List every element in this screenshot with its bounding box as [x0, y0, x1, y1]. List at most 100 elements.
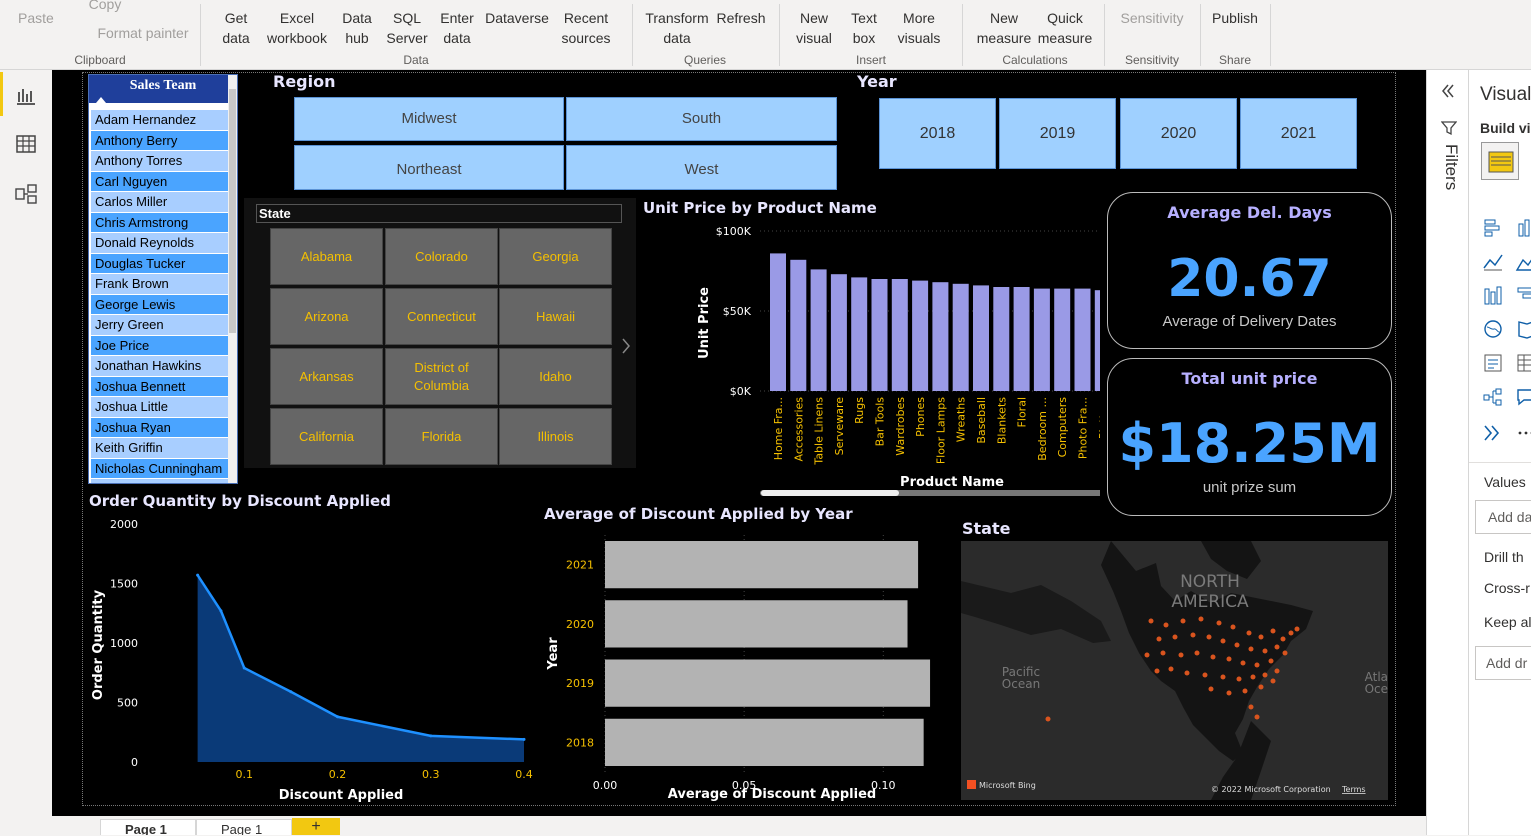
region-button-west[interactable]: West — [566, 145, 837, 190]
sales-team-item[interactable]: Anthony Torres — [91, 151, 229, 172]
ribbon-button-5[interactable]: Data hub — [334, 8, 380, 48]
state-button[interactable]: Idaho — [499, 348, 612, 405]
add-drillthrough-field[interactable]: Add dr — [1475, 646, 1531, 680]
sales-team-item[interactable]: Joshua Bennett — [91, 377, 229, 398]
collapse-chevron-icon[interactable] — [1439, 82, 1457, 100]
region-button-south[interactable]: South — [566, 97, 837, 141]
data-point[interactable] — [219, 609, 222, 612]
ribbon-button-9[interactable]: Recent sources — [552, 8, 620, 48]
map-dot[interactable] — [1217, 621, 1222, 626]
map-dot[interactable] — [1237, 677, 1242, 682]
ribbon-button-2[interactable]: Format painter — [88, 23, 198, 43]
state-button[interactable]: Colorado — [385, 228, 498, 285]
bar[interactable] — [790, 260, 806, 391]
map-dot[interactable] — [1281, 637, 1286, 642]
map-dot[interactable] — [1227, 691, 1232, 696]
bar[interactable] — [1095, 290, 1100, 391]
map-dot[interactable] — [1275, 669, 1280, 674]
chevron-right-icon[interactable] — [620, 336, 632, 356]
ribbon-button-10[interactable]: Transform data — [643, 8, 711, 48]
sales-team-item[interactable]: Joshua Little — [91, 397, 229, 418]
state-button[interactable]: Alabama — [270, 228, 383, 285]
ribbon-button-1[interactable]: Copy — [80, 0, 130, 14]
page-tab-1[interactable]: Page 1 — [100, 819, 196, 835]
map-dot[interactable] — [1249, 705, 1254, 710]
state-map[interactable]: Microsoft Bing © 2022 Microsoft Corporat… — [961, 541, 1388, 800]
map-dot[interactable] — [1295, 627, 1300, 632]
map-dot[interactable] — [1263, 673, 1268, 678]
map-dot[interactable] — [1259, 635, 1264, 640]
map-icon[interactable] — [1482, 318, 1504, 340]
data-point[interactable] — [289, 690, 292, 693]
bar[interactable] — [953, 284, 969, 391]
qa-icon[interactable] — [1515, 386, 1531, 408]
ribbon-button-17[interactable]: Sensitivity — [1116, 8, 1188, 28]
data-view-icon[interactable] — [14, 132, 38, 156]
ribbon-button-0[interactable]: Paste — [18, 8, 52, 28]
sales-team-item[interactable]: Jonathan Hawkins — [91, 356, 229, 377]
state-button[interactable]: District of Columbia — [385, 348, 498, 405]
map-dot[interactable] — [1157, 637, 1162, 642]
map-dot[interactable] — [1199, 617, 1204, 622]
data-point[interactable] — [196, 574, 199, 577]
sales-team-item[interactable]: Keith Griffin — [91, 438, 229, 459]
map-dot[interactable] — [1255, 715, 1260, 720]
sales-team-item[interactable]: Jerry Green — [91, 315, 229, 336]
bar[interactable] — [605, 660, 930, 707]
ribbon-button-18[interactable]: Publish — [1208, 8, 1262, 28]
map-dot[interactable] — [1191, 633, 1196, 638]
stacked-column-icon[interactable] — [1515, 216, 1531, 238]
more-visuals-icon[interactable] — [1515, 422, 1531, 444]
map-dot[interactable] — [1185, 671, 1190, 676]
map-dot[interactable] — [1181, 619, 1186, 624]
slicer-icon[interactable] — [1482, 352, 1504, 374]
state-button[interactable]: Arkansas — [270, 348, 383, 405]
map-dot[interactable] — [1203, 673, 1208, 678]
map-dot[interactable] — [1207, 635, 1212, 640]
scrollbar[interactable] — [228, 75, 237, 483]
line-chart-icon[interactable] — [1482, 250, 1504, 272]
add-data-field[interactable]: Add da — [1475, 500, 1531, 534]
map-dot[interactable] — [1169, 667, 1174, 672]
sales-team-item[interactable]: Carl Nguyen — [91, 172, 229, 193]
sales-team-item[interactable]: Carlos Miller — [91, 192, 229, 213]
data-point[interactable] — [336, 715, 339, 718]
sales-team-item[interactable]: Joe Price — [91, 336, 229, 357]
map-dot[interactable] — [1259, 685, 1264, 690]
ribbon-button-12[interactable]: New visual — [792, 8, 836, 48]
state-button[interactable]: Illinois — [499, 408, 612, 465]
bar[interactable] — [872, 279, 888, 391]
state-button[interactable]: Arizona — [270, 288, 383, 345]
decomposition-tree-icon[interactable] — [1482, 386, 1504, 408]
state-button[interactable]: Florida — [385, 408, 498, 465]
map-dot[interactable] — [1145, 653, 1150, 658]
state-button[interactable]: Georgia — [499, 228, 612, 285]
model-view-icon[interactable] — [14, 182, 38, 206]
ribbon-button-6[interactable]: SQL Server — [384, 8, 430, 48]
filter-icon[interactable] — [1441, 120, 1457, 136]
ribbon-button-3[interactable]: Get data — [210, 8, 262, 48]
map-dot[interactable] — [1149, 619, 1154, 624]
map-dot[interactable] — [1243, 689, 1248, 694]
waterfall-icon[interactable] — [1515, 284, 1531, 306]
bar[interactable] — [605, 541, 918, 588]
stacked-bar-icon[interactable] — [1482, 216, 1504, 238]
map-dot[interactable] — [1211, 655, 1216, 660]
sales-team-item[interactable]: Patrick Graham — [91, 479, 229, 484]
horizontal-scrollbar-thumb[interactable] — [761, 490, 899, 496]
map-dot-hawaii[interactable] — [1046, 717, 1051, 722]
ribbon-button-13[interactable]: Text box — [846, 8, 882, 48]
bar[interactable] — [1034, 289, 1050, 391]
bar[interactable] — [811, 269, 827, 391]
sales-team-item[interactable]: Douglas Tucker — [91, 254, 229, 275]
map-dot[interactable] — [1263, 649, 1268, 654]
map-dot[interactable] — [1155, 669, 1160, 674]
sales-team-item[interactable]: Nicholas Cunningham — [91, 459, 229, 480]
ribbon-button-11[interactable]: Refresh — [714, 8, 768, 28]
data-point[interactable] — [429, 734, 432, 737]
data-point[interactable] — [523, 738, 526, 741]
map-dot[interactable] — [1241, 661, 1246, 666]
map-dot[interactable] — [1227, 657, 1232, 662]
bar[interactable] — [605, 719, 924, 766]
filters-pane-label[interactable]: Filters — [1435, 144, 1461, 214]
